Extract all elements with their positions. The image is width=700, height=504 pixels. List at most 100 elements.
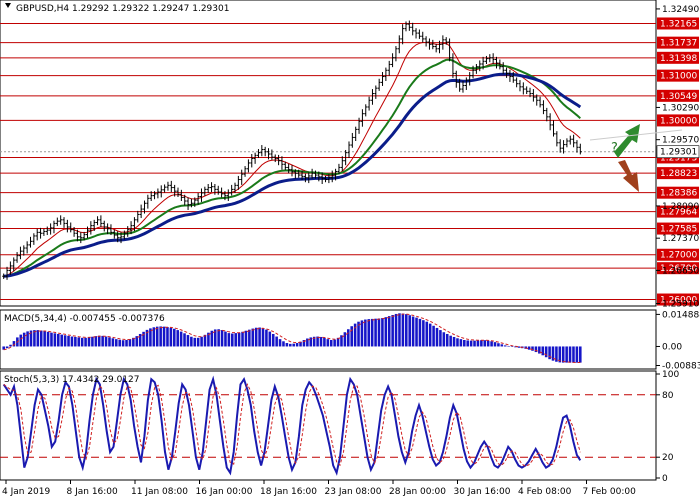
macd-bar [517, 346, 521, 348]
macd-bar [306, 338, 309, 347]
macd-bar [568, 346, 572, 363]
macd-bar [316, 336, 319, 347]
macd-bar [442, 332, 446, 347]
macd-bar [466, 340, 469, 347]
y-tick-label: 1.30290 [662, 103, 699, 113]
macd-bar [343, 332, 347, 347]
macd-bar [207, 332, 210, 347]
macd-bar [510, 346, 514, 347]
macd-bar [333, 339, 336, 347]
macd-bar [258, 327, 261, 347]
macd-bar [572, 346, 575, 363]
level-tag [657, 114, 699, 127]
stoch-title: Stoch(5,3,3) 17.4342 29.0127 [4, 375, 139, 385]
macd-bar [248, 329, 251, 347]
macd-bar [575, 346, 579, 363]
macd-bar [22, 332, 26, 347]
dropdown-arrow-icon[interactable] [5, 3, 11, 8]
macd-bar [108, 337, 111, 347]
macd-bar [46, 331, 50, 347]
level-label: 1.30000 [660, 116, 697, 126]
macd-bar [353, 323, 357, 347]
macd-bar [463, 340, 466, 347]
macd-bar [67, 335, 70, 347]
x-tick-label: 18 Jan 16:00 [260, 487, 317, 497]
level-tag [657, 293, 699, 306]
macd-bar [234, 333, 237, 347]
macd-bar [149, 328, 152, 347]
macd-bar [275, 336, 278, 347]
level-label: 1.27000 [660, 251, 697, 261]
macd-bar [374, 318, 377, 347]
macd-bar [213, 329, 217, 347]
macd-title: MACD(5,34,4) -0.007455 -0.007376 [4, 314, 165, 324]
y-tick-label: 1.26650 [662, 266, 699, 276]
macd-bar [292, 343, 295, 347]
macd-bar [394, 313, 398, 347]
macd-bar [364, 319, 367, 347]
macd-bar [169, 327, 173, 347]
level-tag [657, 248, 699, 261]
question-mark-icon: ? [611, 141, 618, 156]
macd-bar [278, 339, 282, 347]
macd-bar [347, 329, 350, 347]
macd-bar [323, 337, 326, 347]
macd-bar [12, 341, 16, 347]
macd-bar [97, 335, 101, 347]
macd-bar [135, 336, 139, 347]
x-tick-label: 23 Jan 08:00 [325, 487, 382, 497]
macd-bar [391, 315, 394, 347]
macd-bar [251, 328, 255, 347]
macd-bar [555, 346, 558, 362]
macd-bar [186, 335, 190, 347]
macd-bar [53, 333, 57, 347]
macd-bar [254, 327, 258, 347]
macd-bar [132, 337, 135, 347]
macd-bar [217, 329, 220, 347]
forecast-down-arrow-icon [618, 160, 639, 192]
macd-bar [94, 336, 98, 347]
macd-bar [439, 330, 442, 347]
macd-bar [74, 336, 77, 347]
macd-bar [531, 346, 534, 351]
macd-bar [39, 330, 43, 347]
macd-bar [173, 328, 176, 347]
macd-bar [203, 334, 207, 347]
macd-bar [336, 337, 340, 347]
macd-bar [357, 321, 360, 347]
level-tag [657, 222, 699, 235]
level-tag [657, 69, 699, 82]
macd-signal-line [3, 313, 581, 363]
macd-bar [70, 336, 74, 347]
macd-bar [534, 346, 538, 353]
macd-bar [527, 346, 531, 350]
macd-bar [268, 331, 272, 347]
macd-bar [490, 341, 493, 347]
macd-bar [405, 314, 408, 347]
y-tick-label: 1.27370 [662, 234, 699, 244]
macd-bar [115, 339, 118, 347]
macd-bar [565, 346, 568, 363]
macd-bar [500, 344, 504, 347]
macd-bar [111, 338, 115, 347]
macd-bar [271, 333, 275, 347]
macd-bar [486, 340, 490, 347]
x-tick-label: 16 Jan 00:00 [196, 487, 253, 497]
macd-bar [473, 340, 476, 347]
level-label: 1.26000 [660, 296, 697, 306]
macd-bar [265, 329, 268, 347]
x-tick-label: 8 Jan 16:00 [67, 487, 119, 497]
macd-bar [483, 340, 487, 347]
stoch-tick-label: 100 [662, 370, 679, 380]
macd-bar [398, 313, 401, 347]
macd-bar [145, 329, 149, 347]
macd-bar [350, 326, 353, 347]
macd-bar [50, 332, 53, 347]
macd-bar [282, 341, 285, 347]
macd-bar [57, 333, 60, 347]
macd-bar [128, 339, 132, 347]
y-tick-label: 1.32490 [662, 5, 699, 15]
level-tag [657, 186, 699, 199]
macd-bar [326, 339, 330, 347]
